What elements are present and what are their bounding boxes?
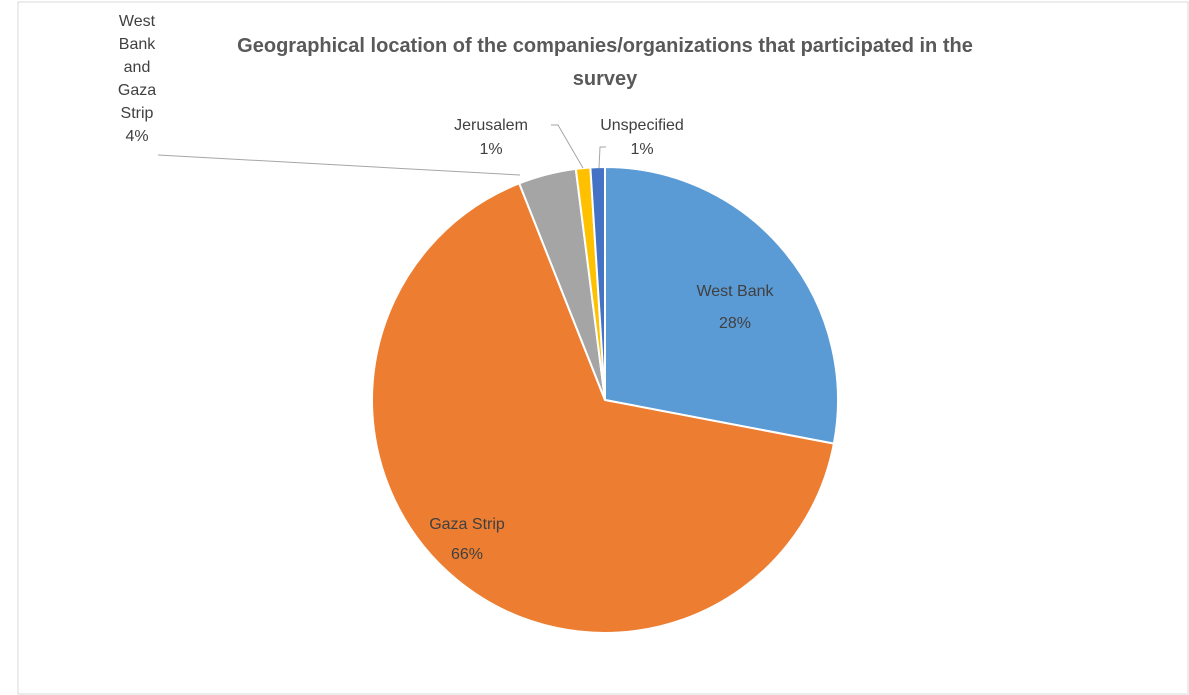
leader-line	[598, 146, 606, 169]
pie-slice	[589, 165, 606, 401]
data-label-value: 4%	[125, 128, 148, 145]
data-label-category: West Bank	[696, 283, 774, 300]
pie-slice	[371, 182, 836, 634]
data-label-value: 66%	[451, 546, 483, 563]
data-label-category: West Bank and Gaza Strip	[118, 13, 156, 122]
data-label-category: Gaza Strip	[429, 516, 505, 533]
data-label-category: Unspecified	[600, 117, 684, 134]
data-label-value: 1%	[630, 141, 653, 158]
data-label-value: 1%	[479, 141, 502, 158]
leader-line	[551, 124, 584, 169]
data-label-value: 28%	[719, 315, 751, 332]
leader-line	[157, 154, 521, 176]
data-label-category: Jerusalem	[454, 117, 528, 134]
pie-slice	[604, 165, 839, 445]
chart-title: Geographical location of the companies/o…	[237, 35, 973, 90]
